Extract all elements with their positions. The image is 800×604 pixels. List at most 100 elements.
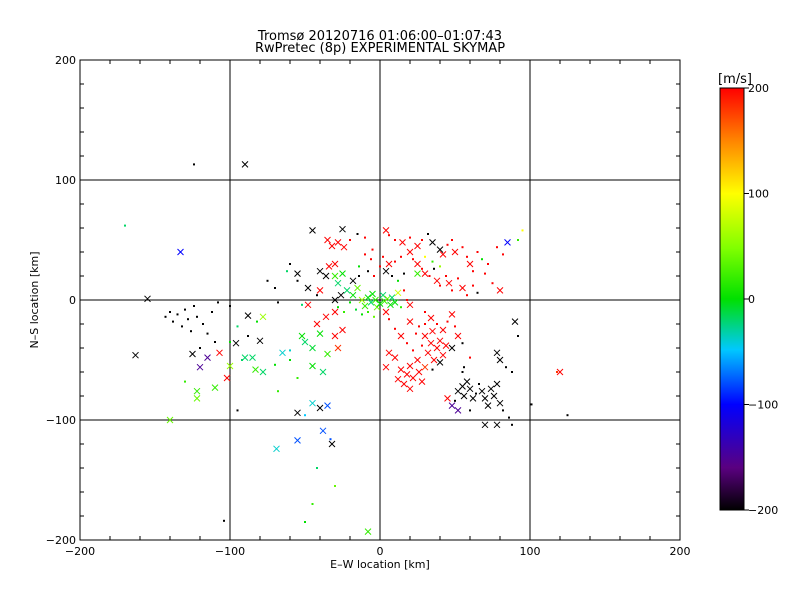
data-point-dot bbox=[289, 359, 291, 361]
data-point-cross bbox=[382, 363, 390, 371]
data-point-dot bbox=[476, 291, 479, 294]
data-point-dot bbox=[415, 332, 417, 335]
data-point-dot bbox=[311, 503, 314, 505]
data-point-cross bbox=[252, 366, 259, 373]
data-point-cross bbox=[496, 399, 504, 407]
data-point-dot bbox=[217, 301, 219, 304]
data-point-cross bbox=[334, 279, 342, 287]
data-point-cross bbox=[301, 338, 309, 346]
data-point-cross bbox=[279, 349, 286, 357]
data-point-dot bbox=[355, 308, 357, 311]
data-point-cross bbox=[481, 421, 489, 429]
data-point-cross bbox=[309, 399, 316, 407]
data-point-dot bbox=[223, 519, 225, 522]
data-point-cross bbox=[328, 440, 336, 448]
data-point-cross bbox=[421, 332, 429, 340]
data-point-dot bbox=[403, 272, 405, 275]
x-axis-label: E–W location [km] bbox=[330, 558, 430, 571]
x-tick-label: −100 bbox=[215, 545, 245, 558]
data-point-cross bbox=[448, 311, 456, 318]
data-point-dot bbox=[277, 390, 279, 393]
data-point-dot bbox=[169, 311, 171, 313]
y-tick-labels: −200 −100 0 100 200 bbox=[46, 54, 76, 547]
data-point-dot bbox=[466, 294, 468, 297]
data-point-cross bbox=[427, 314, 435, 322]
data-point-dot bbox=[400, 306, 402, 309]
data-point-cross bbox=[469, 395, 477, 402]
data-point-cross bbox=[349, 291, 357, 299]
data-point-cross bbox=[232, 339, 240, 347]
data-point-dot bbox=[124, 224, 126, 227]
data-point-dot bbox=[505, 366, 507, 369]
data-point-cross bbox=[244, 312, 252, 319]
data-point-dot bbox=[176, 313, 179, 316]
data-point-cross bbox=[294, 409, 301, 417]
data-point-dot bbox=[436, 323, 438, 325]
data-point-dot bbox=[412, 258, 414, 261]
data-point-dot bbox=[229, 341, 231, 343]
data-point-dot bbox=[431, 260, 434, 263]
data-point-cross bbox=[459, 284, 466, 292]
data-point-cross bbox=[241, 161, 249, 168]
colorbar-tick-label: −100 bbox=[748, 399, 778, 412]
data-point-dot bbox=[266, 279, 269, 282]
data-point-cross bbox=[334, 239, 342, 246]
colorbar-tick-label: 0 bbox=[748, 293, 755, 306]
data-point-cross bbox=[309, 362, 316, 370]
data-point-cross bbox=[331, 296, 339, 304]
colorbar bbox=[719, 87, 745, 511]
data-point-dot bbox=[349, 239, 351, 241]
data-point-dot bbox=[296, 279, 299, 282]
data-point-dot bbox=[382, 255, 384, 258]
data-point-cross bbox=[223, 374, 231, 382]
data-point-cross bbox=[414, 242, 421, 250]
data-point-cross bbox=[478, 387, 486, 395]
data-point-cross bbox=[466, 260, 474, 268]
data-point-cross bbox=[397, 332, 405, 340]
data-point-cross bbox=[298, 332, 306, 340]
data-point-cross bbox=[493, 421, 501, 429]
data-point-cross bbox=[400, 380, 408, 388]
data-point-dot bbox=[316, 467, 318, 469]
data-point-dot bbox=[556, 371, 558, 373]
data-point-dot bbox=[247, 335, 249, 337]
data-point-cross bbox=[339, 225, 346, 233]
data-point-dot bbox=[367, 311, 369, 313]
data-point-dot bbox=[361, 313, 363, 316]
data-point-cross bbox=[331, 272, 339, 280]
data-point-cross bbox=[340, 243, 348, 251]
data-point-dot bbox=[329, 438, 332, 441]
data-point-cross bbox=[406, 362, 414, 370]
data-point-cross bbox=[460, 392, 468, 400]
data-point-dot bbox=[454, 325, 456, 328]
data-point-dot bbox=[475, 392, 477, 395]
data-point-cross bbox=[339, 326, 346, 334]
data-point-dot bbox=[172, 320, 174, 323]
y-tick-label: −200 bbox=[46, 534, 76, 547]
data-point-cross bbox=[367, 299, 375, 306]
data-point-cross bbox=[409, 374, 417, 382]
data-point-cross bbox=[382, 227, 390, 234]
data-point-cross bbox=[418, 378, 426, 385]
data-point-cross bbox=[448, 344, 456, 352]
data-point-dot bbox=[433, 267, 435, 270]
data-point-dot bbox=[187, 318, 189, 321]
data-point-cross bbox=[436, 246, 444, 253]
data-point-cross bbox=[379, 291, 387, 299]
data-point-dot bbox=[277, 301, 279, 304]
data-point-dot bbox=[487, 263, 489, 265]
data-point-dot bbox=[202, 323, 204, 325]
data-point-dot bbox=[566, 414, 569, 417]
data-point-dot bbox=[424, 323, 426, 325]
data-point-cross bbox=[399, 239, 406, 246]
data-point-cross bbox=[424, 349, 432, 357]
data-point-dot bbox=[370, 258, 372, 261]
data-point-cross bbox=[451, 248, 459, 256]
data-point-cross bbox=[415, 368, 423, 376]
data-point-dot bbox=[373, 315, 375, 318]
data-point-cross bbox=[337, 291, 345, 299]
data-point-dot bbox=[388, 234, 390, 237]
data-point-dot bbox=[491, 282, 494, 285]
x-tick-label: 0 bbox=[377, 545, 384, 558]
